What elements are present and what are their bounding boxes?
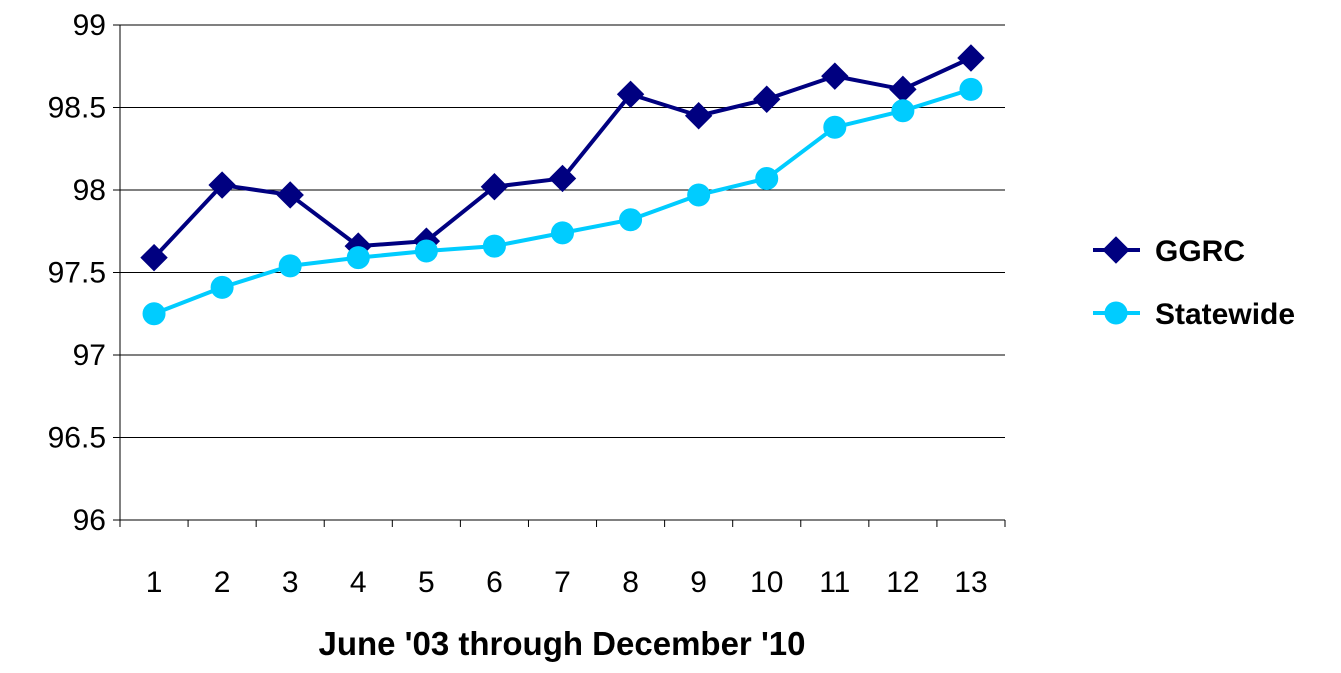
x-tick-label: 3 [282,566,299,599]
data-point-statewide [687,183,711,207]
x-tick-label: 4 [350,566,367,599]
data-point-statewide [551,221,574,245]
y-tick-label: 96.5 [48,422,106,455]
data-point-ggrc [957,44,985,72]
series-lines [140,44,985,326]
legend-marker [1102,236,1130,264]
x-tick-label: 10 [750,566,783,599]
data-point-statewide [755,166,779,190]
x-tick-label: 2 [214,566,231,599]
legend-marker [1104,301,1128,325]
x-tick-label: 13 [954,566,987,599]
x-tick-label: 7 [554,566,571,599]
data-point-ggrc [548,164,577,193]
data-point-ggrc [480,172,509,201]
legend-label: Statewide [1155,298,1295,331]
data-point-ggrc [140,243,168,272]
data-point-statewide [414,239,438,263]
data-point-ggrc [753,85,781,113]
data-point-statewide [142,302,166,326]
y-tick-labels: 96 96.5 97 97.5 98 98.5 99 [48,9,106,537]
data-point-statewide [210,275,234,299]
data-point-statewide [959,77,983,101]
data-point-ggrc [616,80,645,109]
data-point-ggrc [889,75,917,104]
y-tick-label: 98.5 [48,92,106,125]
x-tick-label: 11 [819,566,850,599]
x-tick-labels: 1 2 3 4 5 6 7 8 9 10 11 12 13 [146,566,988,599]
series-line-statewide [153,87,972,316]
data-point-statewide [619,208,643,232]
axes [113,24,1006,527]
x-tick-label: 6 [486,566,503,599]
y-tick-label: 97.5 [48,257,106,290]
x-tick-label: 8 [622,566,639,599]
y-tick-label: 98 [73,174,106,207]
legend-label: GGRC [1155,235,1245,268]
data-point-ggrc [276,181,304,209]
data-point-statewide [891,99,915,123]
data-point-statewide [482,234,506,258]
x-tick-label: 5 [418,566,435,599]
y-tick-label: 96 [73,504,106,537]
data-point-statewide [278,254,302,278]
data-point-ggrc [821,62,849,90]
data-point-statewide [823,115,847,139]
data-point-ggrc [208,171,236,199]
data-point-ggrc [684,102,713,130]
data-point-statewide [346,246,370,270]
legend: GGRC Statewide [1093,235,1295,331]
x-axis-title: June '03 through December '10 [318,625,805,662]
y-tick-label: 97 [73,339,106,372]
y-tick-label: 99 [73,9,106,42]
x-tick-label: 1 [146,566,163,599]
x-tick-label: 9 [690,566,707,599]
x-tick-label: 12 [886,566,919,599]
